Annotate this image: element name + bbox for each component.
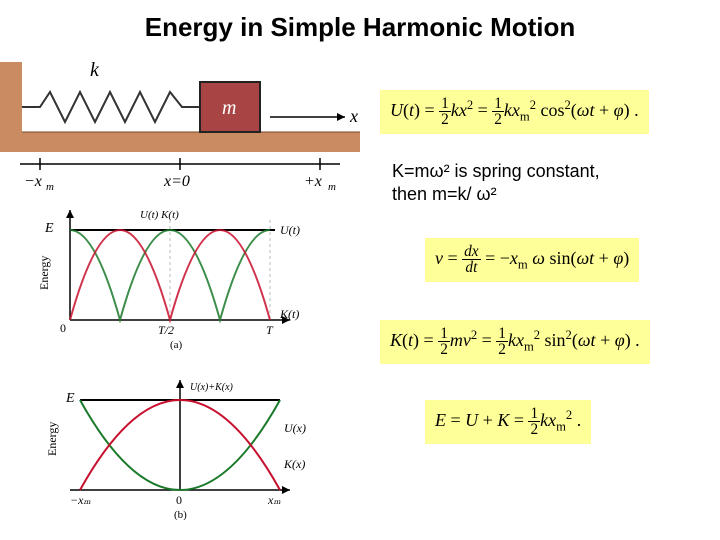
svg-text:E: E (44, 221, 54, 236)
k-label: k (90, 62, 100, 81)
spring-mass-diagram: k m x (0, 62, 360, 152)
svg-text:K(x): K(x) (283, 457, 305, 471)
page-title: Energy in Simple Harmonic Motion (0, 12, 720, 43)
energy-x-chart: E −xₘ 0 xₘ Energy U(x) K(x) U(x)+K(x) (b… (40, 370, 320, 520)
svg-text:m: m (46, 181, 54, 192)
equation-U: U(t) = 12kx2 = 12kxm2 cos2(ωt + φ) . (380, 90, 649, 134)
svg-text:(a): (a) (170, 339, 183, 350)
svg-text:−xₘ: −xₘ (70, 493, 91, 507)
svg-text:x=0: x=0 (163, 173, 190, 190)
svg-text:Energy: Energy (40, 256, 51, 290)
svg-text:+x: +x (304, 173, 322, 190)
energy-time-chart: E 0 T/2 T Energy U(t) K(t) U(t) K(t) (a) (40, 200, 320, 350)
m-label: m (222, 97, 236, 119)
svg-text:Energy: Energy (45, 422, 59, 456)
note-spring-constant: K=mω² is spring constant, then m=k/ ω² (392, 160, 600, 207)
svg-text:T: T (266, 323, 274, 337)
svg-text:U(t) K(t): U(t) K(t) (140, 209, 179, 221)
svg-text:K(t): K(t) (279, 307, 299, 321)
equation-E: E = U + K = 12kxm2 . (425, 400, 591, 444)
svg-text:(b): (b) (174, 509, 187, 520)
svg-text:0: 0 (176, 493, 182, 507)
svg-text:−x: −x (24, 173, 42, 190)
svg-text:U(x)+K(x): U(x)+K(x) (190, 382, 234, 393)
svg-text:0: 0 (60, 321, 66, 335)
equation-v: v = dxdt = −xm ω sin(ωt + φ) (425, 238, 639, 282)
equation-K: K(t) = 12mv2 = 12kxm2 sin2(ωt + φ) . (380, 320, 650, 364)
svg-text:U(x): U(x) (284, 421, 306, 435)
svg-text:m: m (328, 181, 336, 192)
svg-text:T/2: T/2 (158, 323, 174, 337)
axis-diagram: −x m x=0 +x m (0, 152, 360, 192)
svg-text:U(t): U(t) (280, 223, 300, 237)
svg-text:xₘ: xₘ (267, 493, 281, 507)
svg-text:E: E (65, 391, 75, 406)
x-label: x (349, 106, 358, 126)
